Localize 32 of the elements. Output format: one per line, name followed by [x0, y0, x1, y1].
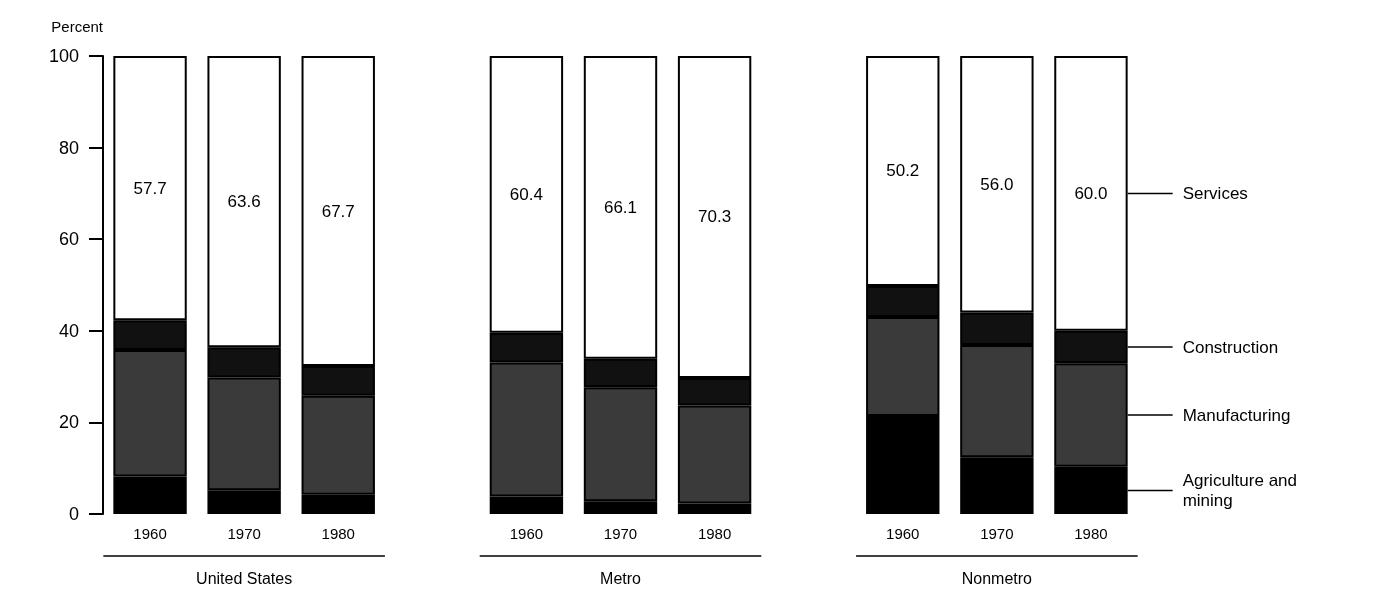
legend-label: Agriculture and mining: [1182, 470, 1302, 510]
y-axis-title: Percent: [51, 18, 104, 35]
y-tick-label: 80: [58, 137, 79, 158]
data-label: 60.0: [1074, 183, 1108, 203]
x-tick-label: 1970: [603, 525, 638, 542]
y-tick-label: 60: [58, 229, 79, 250]
x-tick-label: 1960: [509, 525, 544, 542]
x-tick-label: 1960: [133, 525, 167, 542]
text: Metro: [600, 569, 642, 587]
data-label: 56.0: [980, 174, 1014, 194]
x-tick-label: 1960: [886, 525, 920, 542]
y-tick-label: 40: [58, 320, 79, 341]
x-tick-label: 1980: [697, 525, 732, 542]
data-label: 67.7: [321, 201, 355, 221]
y-tick-label: 100: [48, 46, 79, 66]
legend-label: Manufacturing: [1182, 405, 1291, 425]
x-tick-label: 1970: [227, 525, 261, 542]
y-tick-label: 20: [58, 412, 79, 433]
text: Nonmetro: [961, 569, 1033, 587]
text: United States: [196, 569, 293, 587]
data-label: 70.3: [698, 207, 732, 227]
data-label: 66.1: [603, 197, 638, 217]
data-label: 60.4: [509, 184, 543, 204]
x-tick-label: 1980: [1074, 525, 1108, 542]
data-label: 50.2: [886, 161, 920, 181]
y-tick-label: 0: [68, 504, 79, 524]
x-tick-label: 1980: [321, 525, 355, 542]
legend-label: Construction: [1182, 337, 1279, 357]
x-tick-label: 1970: [980, 525, 1014, 542]
data-label: 63.6: [227, 192, 261, 212]
legend-label: Services: [1182, 183, 1248, 203]
data-label: 57.7: [133, 178, 167, 198]
